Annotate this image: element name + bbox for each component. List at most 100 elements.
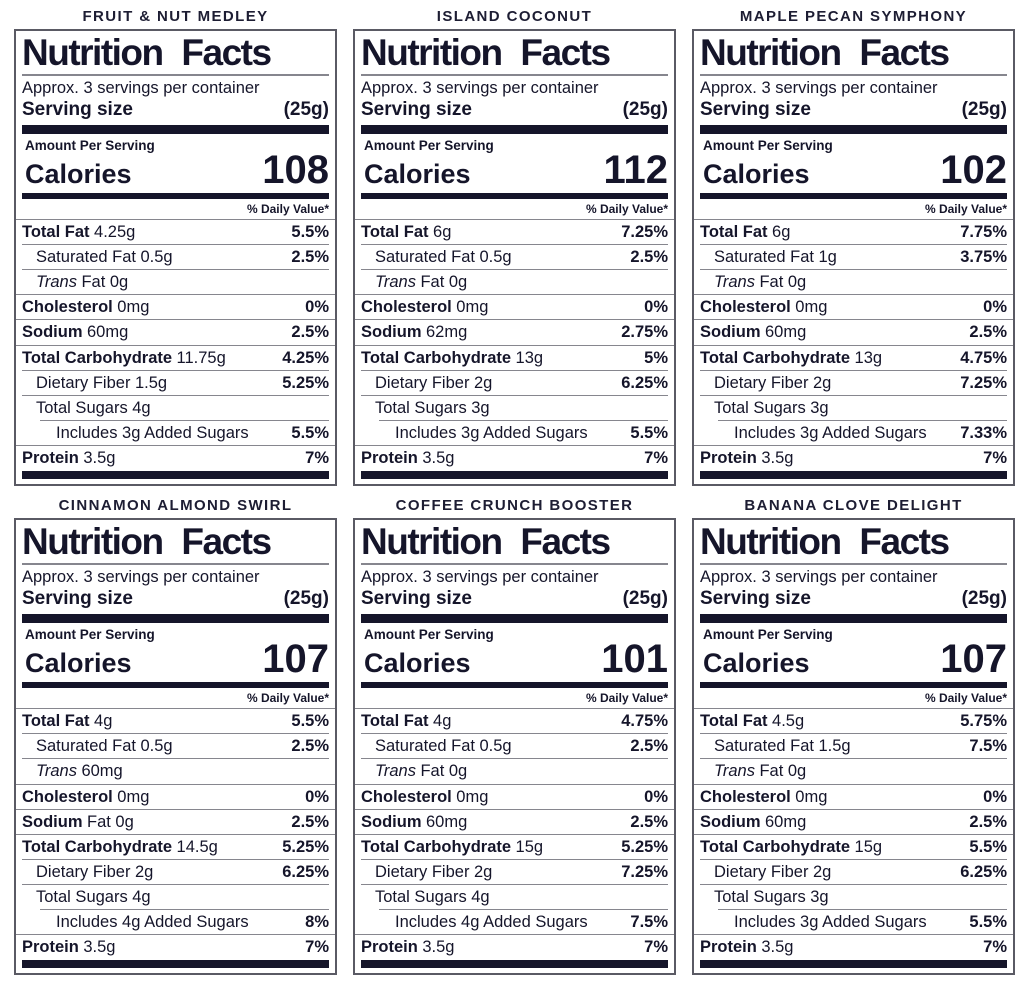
nutrient-row: Total Carbohydrate 14.5g 5.25% (16, 833, 335, 859)
nutrient-amount: 1.5g (134, 373, 168, 392)
nutrient-name: Total Carbohydrate (361, 348, 512, 367)
nutrient-text: Saturated Fat 0.5g (375, 736, 512, 756)
nutrient-name: Total Sugars (375, 888, 467, 907)
nutrient-name: Protein (22, 449, 79, 468)
nutrient-row: Total Carbohydrate 13g 4.75% (694, 344, 1013, 370)
serving-size-value: (25g) (283, 98, 329, 120)
nutrient-amount: 1.5g (818, 737, 851, 756)
nutrient-name: Protein (361, 449, 418, 468)
nutrient-text: Cholesterol 0mg (700, 787, 827, 807)
nutrient-row: Total Fat 6g 7.75% (694, 218, 1013, 244)
servings-per-container: Approx. 3 servings per container (700, 568, 938, 587)
nutrient-name: Total Sugars (36, 398, 128, 417)
servings-per-container: Approx. 3 servings per container (22, 568, 260, 587)
nutrient-name: Cholesterol (22, 298, 113, 317)
nutrient-name: Includes 4g Added Sugars (56, 913, 249, 932)
nutrient-name: Total Sugars (36, 888, 128, 907)
nutrition-facts-heading: Nutrition Facts (700, 522, 1007, 566)
nutrient-name: Protein (700, 938, 757, 957)
divider-medium (700, 192, 1007, 199)
nutrient-amount: Fat 0g (759, 762, 807, 781)
nutrient-amount: 2g (812, 373, 832, 392)
nutrient-row: Sodium 62mg 2.75% (355, 319, 674, 344)
divider-thick (361, 614, 668, 624)
nutrient-amount: 60mg (87, 323, 129, 342)
nutrient-row: Total Sugars 3g (700, 394, 1007, 420)
nutrient-text: Sodium 60mg (361, 812, 467, 832)
nutrition-facts-panel: Nutrition Facts Approx. 3 servings per c… (14, 518, 337, 976)
nutrient-amount: 6g (433, 222, 452, 241)
nutrition-facts-panel: Nutrition Facts Approx. 3 servings per c… (692, 518, 1015, 976)
nutrient-row: Total Sugars 4g (361, 884, 668, 909)
nutrient-row: Sodium Fat 0g 2.5% (16, 808, 335, 834)
nutrient-name: Sodium (22, 323, 83, 342)
nutrient-amount: 3.5g (83, 449, 116, 468)
nutrient-dv: 0% (305, 298, 329, 317)
divider-thick (700, 614, 1007, 624)
nutrient-dv: 7.33% (960, 423, 1007, 442)
daily-value-header: % Daily Value* (924, 691, 1007, 706)
nutrient-text: Total Carbohydrate 13g (361, 348, 543, 368)
nutrient-dv: 5.75% (960, 712, 1007, 731)
nutrient-dv: 2.5% (291, 737, 329, 756)
nutrient-amount: 14.5g (176, 837, 218, 856)
nutrient-amount: 4g (433, 712, 452, 731)
nutrient-dv: 5% (644, 348, 668, 367)
calories-label: Calories (703, 648, 810, 679)
nutrient-row: Total Fat 6g 7.25% (355, 218, 674, 244)
calories-row: Calories 108 (22, 150, 329, 193)
nutrient-text: Dietary Fiber 2g (375, 862, 492, 882)
nutrient-name: Total Fat (22, 712, 90, 731)
nutrient-amount: 2g (812, 862, 832, 881)
nutrient-row: Cholesterol 0mg 0% (16, 294, 335, 319)
nutrient-name: Dietary Fiber (375, 373, 470, 392)
amount-per-serving-label: Amount Per Serving (703, 137, 833, 153)
amount-per-serving-label: Amount Per Serving (25, 137, 155, 153)
nutrition-label-card: MAPLE PECAN SYMPHONY Nutrition Facts App… (692, 6, 1015, 487)
nutrient-text: Trans Fat 0g (36, 272, 128, 292)
nutrient-text: Saturated Fat 0.5g (36, 247, 173, 267)
nutrient-dv: 5.5% (630, 423, 668, 442)
calories-row: Calories 112 (361, 150, 668, 193)
nutrient-amount: 0mg (795, 298, 828, 317)
nutrition-facts-heading: Nutrition Facts (700, 33, 1007, 76)
nutrient-text: Includes 4g Added Sugars (56, 912, 249, 932)
calories-value: 107 (262, 637, 329, 682)
nutrient-name: Cholesterol (361, 298, 452, 317)
nutrient-text: Cholesterol 0mg (700, 297, 827, 317)
nutrient-text: Dietary Fiber 2g (375, 373, 492, 393)
nutrient-amount: 3.5g (422, 449, 455, 468)
nutrient-row: Total Carbohydrate 13g 5% (355, 344, 674, 370)
nutrient-amount: 13g (854, 348, 883, 367)
daily-value-header: % Daily Value* (585, 691, 668, 706)
nutrient-row: Cholesterol 0mg 0% (16, 783, 335, 809)
flavor-title: ISLAND COCONUT (436, 8, 593, 25)
nutrient-text: Total Fat 4.5g (700, 711, 804, 731)
nutrient-text: Cholesterol 0mg (22, 297, 149, 317)
nutrient-row: Saturated Fat 1g 3.75% (700, 244, 1007, 269)
calories-row: Calories 107 (22, 637, 329, 682)
nutrient-amount: 0.5g (140, 248, 173, 267)
flavor-title: CINNAMON ALMOND SWIRL (58, 497, 293, 515)
nutrient-amount: 0mg (456, 298, 489, 317)
nutrient-row: Trans Fat 0g (361, 758, 668, 783)
flavor-title: MAPLE PECAN SYMPHONY (739, 8, 968, 25)
divider-bottom (22, 471, 329, 480)
nutrient-row: Protein 3.5g 7% (694, 445, 1013, 470)
nutrient-row: Saturated Fat 0.5g 2.5% (361, 244, 668, 269)
nutrient-row: Total Carbohydrate 15g 5.5% (694, 833, 1013, 859)
nutrient-dv: 7% (644, 449, 668, 468)
nutrient-dv: 2.5% (630, 737, 668, 756)
nutrient-name: Sodium (700, 323, 761, 342)
serving-size-label: Serving size (700, 588, 811, 610)
nutrient-name: Trans (375, 762, 416, 781)
nutrient-name: Trans (375, 273, 416, 292)
nutrient-name: Includes 3g Added Sugars (395, 423, 588, 442)
nutrient-amount: 0mg (117, 787, 150, 806)
nutrition-facts-panel: Nutrition Facts Approx. 3 servings per c… (14, 29, 337, 487)
nutrient-text: Trans Fat 0g (714, 272, 806, 292)
serving-size-value: (25g) (961, 98, 1007, 120)
nutrient-amount: 4g (471, 888, 490, 907)
nutrient-row: Includes 4g Added Sugars 8% (40, 909, 329, 934)
